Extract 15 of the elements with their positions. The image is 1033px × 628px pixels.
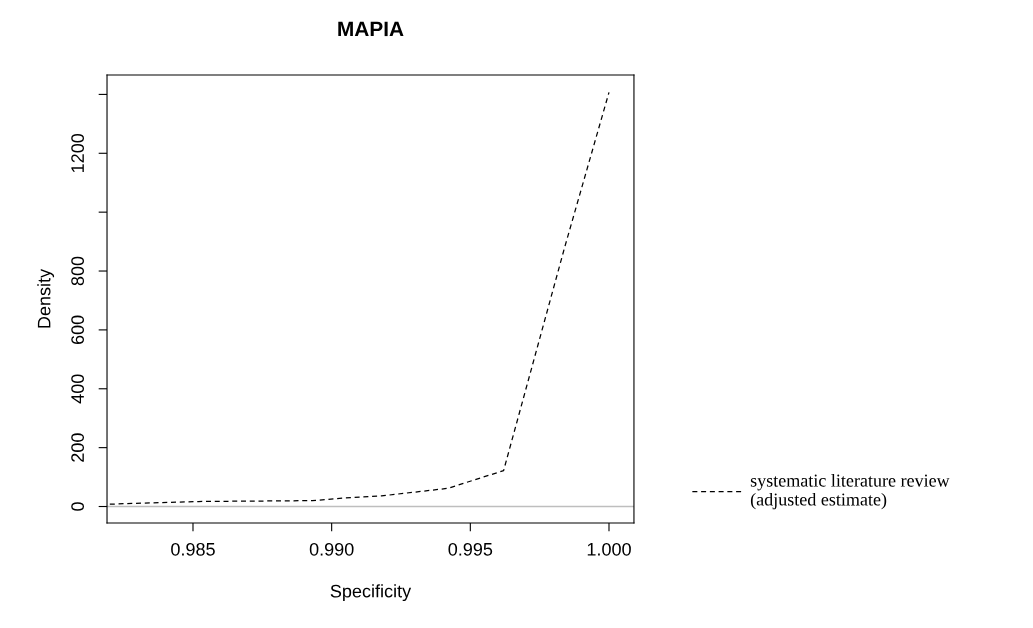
chart-title: MAPIA [338,21,404,37]
y-tick-label: 800 [71,256,85,286]
y-tick-label: 0 [71,502,85,511]
legend-label: systematic literature review (adjusted estimate) [750,473,950,510]
x-tick-label: 0.990 [309,542,354,556]
y-tick-label: 400 [71,374,85,404]
x-tick-label: 0.995 [448,542,493,556]
x-tick-label: 0.985 [171,542,215,556]
x-axis-title: Specificity [330,584,412,602]
line-series [109,91,610,505]
y-tick-label: 200 [71,433,85,462]
y-tick-label: 600 [71,315,85,345]
y-axis-title: Density [37,268,55,328]
x-tick-label: 1.000 [587,542,631,556]
y-tick-label: 1200 [71,133,85,172]
